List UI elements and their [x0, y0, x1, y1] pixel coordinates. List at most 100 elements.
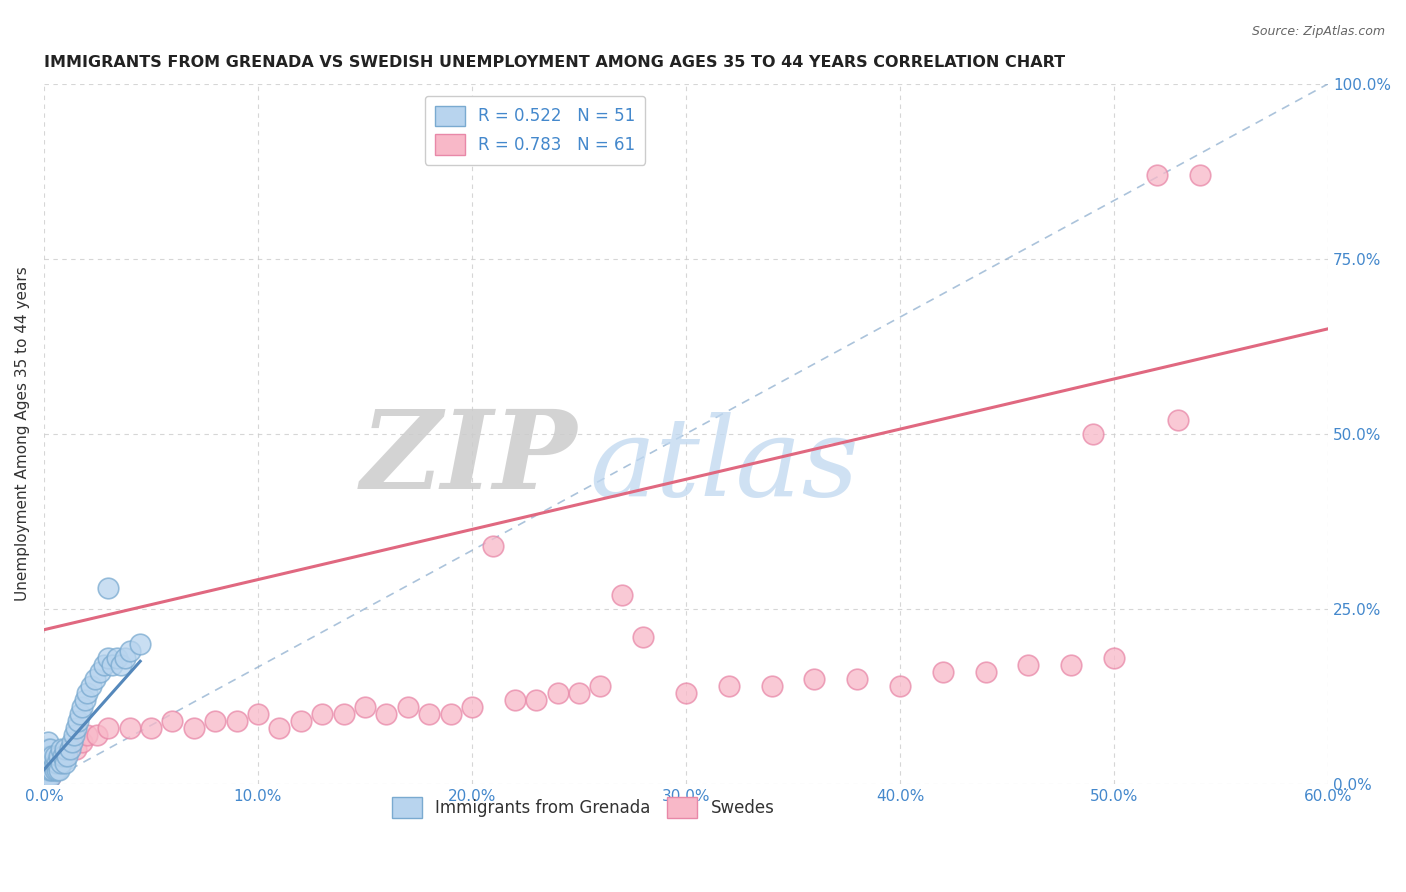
Point: [204, 714, 226, 728]
Point: [84, 672, 107, 686]
Point: [56, 748, 79, 763]
Point: [41, 763, 63, 777]
Point: [44, 756, 66, 770]
Point: [89, 665, 111, 679]
Point: [332, 706, 354, 721]
Point: [58, 741, 80, 756]
Text: ZIP: ZIP: [360, 404, 576, 512]
Point: [52, 748, 75, 763]
Point: [1060, 657, 1083, 672]
Point: [761, 679, 783, 693]
Text: Source: ZipAtlas.com: Source: ZipAtlas.com: [1251, 25, 1385, 38]
Point: [1167, 413, 1189, 427]
Point: [39, 770, 62, 784]
Point: [139, 721, 162, 735]
Point: [1188, 168, 1211, 182]
Point: [53, 741, 76, 756]
Point: [44, 756, 66, 770]
Point: [1102, 650, 1125, 665]
Point: [118, 721, 141, 735]
Point: [48, 748, 70, 763]
Point: [41, 748, 63, 763]
Point: [76, 728, 98, 742]
Point: [118, 644, 141, 658]
Legend: Immigrants from Grenada, Swedes: Immigrants from Grenada, Swedes: [385, 790, 782, 824]
Point: [53, 756, 76, 770]
Point: [105, 650, 128, 665]
Point: [72, 735, 94, 749]
Point: [37, 763, 59, 777]
Point: [39, 756, 62, 770]
Point: [37, 756, 59, 770]
Point: [39, 770, 62, 784]
Point: [45, 756, 67, 770]
Point: [129, 637, 152, 651]
Point: [354, 699, 377, 714]
Point: [49, 756, 72, 770]
Point: [73, 692, 96, 706]
Text: IMMIGRANTS FROM GRENADA VS SWEDISH UNEMPLOYMENT AMONG AGES 35 TO 44 YEARS CORREL: IMMIGRANTS FROM GRENADA VS SWEDISH UNEMP…: [44, 55, 1064, 70]
Point: [37, 756, 59, 770]
Point: [39, 748, 62, 763]
Point: [52, 748, 75, 763]
Point: [65, 721, 87, 735]
Point: [37, 748, 59, 763]
Point: [610, 588, 633, 602]
Point: [45, 756, 67, 770]
Point: [101, 657, 124, 672]
Point: [41, 756, 63, 770]
Point: [37, 763, 59, 777]
Point: [974, 665, 997, 679]
Point: [1146, 168, 1168, 182]
Point: [568, 686, 591, 700]
Point: [44, 763, 66, 777]
Point: [69, 706, 91, 721]
Point: [37, 770, 59, 784]
Point: [246, 706, 269, 721]
Point: [37, 735, 59, 749]
Point: [97, 721, 120, 735]
Point: [846, 672, 869, 686]
Point: [58, 741, 80, 756]
Point: [35, 763, 58, 777]
Point: [631, 630, 654, 644]
Point: [461, 699, 484, 714]
Text: atlas: atlas: [589, 411, 859, 519]
Point: [60, 735, 83, 749]
Point: [41, 756, 63, 770]
Point: [311, 706, 333, 721]
Point: [503, 692, 526, 706]
Point: [35, 770, 58, 784]
Point: [889, 679, 911, 693]
Point: [114, 650, 136, 665]
Point: [39, 763, 62, 777]
Point: [39, 741, 62, 756]
Point: [72, 699, 94, 714]
Point: [49, 748, 72, 763]
Point: [63, 728, 86, 742]
Point: [48, 756, 70, 770]
Point: [482, 539, 505, 553]
Point: [375, 706, 398, 721]
Point: [39, 756, 62, 770]
Point: [97, 581, 120, 595]
Point: [418, 706, 440, 721]
Point: [675, 686, 697, 700]
Point: [290, 714, 312, 728]
Y-axis label: Unemployment Among Ages 35 to 44 years: Unemployment Among Ages 35 to 44 years: [15, 267, 30, 601]
Point: [45, 763, 67, 777]
Point: [162, 714, 184, 728]
Point: [803, 672, 825, 686]
Point: [225, 714, 247, 728]
Point: [932, 665, 955, 679]
Point: [589, 679, 612, 693]
Point: [1017, 657, 1039, 672]
Point: [1081, 426, 1104, 441]
Point: [44, 763, 66, 777]
Point: [49, 741, 72, 756]
Point: [97, 650, 120, 665]
Point: [39, 763, 62, 777]
Point: [717, 679, 740, 693]
Point: [41, 763, 63, 777]
Point: [547, 686, 569, 700]
